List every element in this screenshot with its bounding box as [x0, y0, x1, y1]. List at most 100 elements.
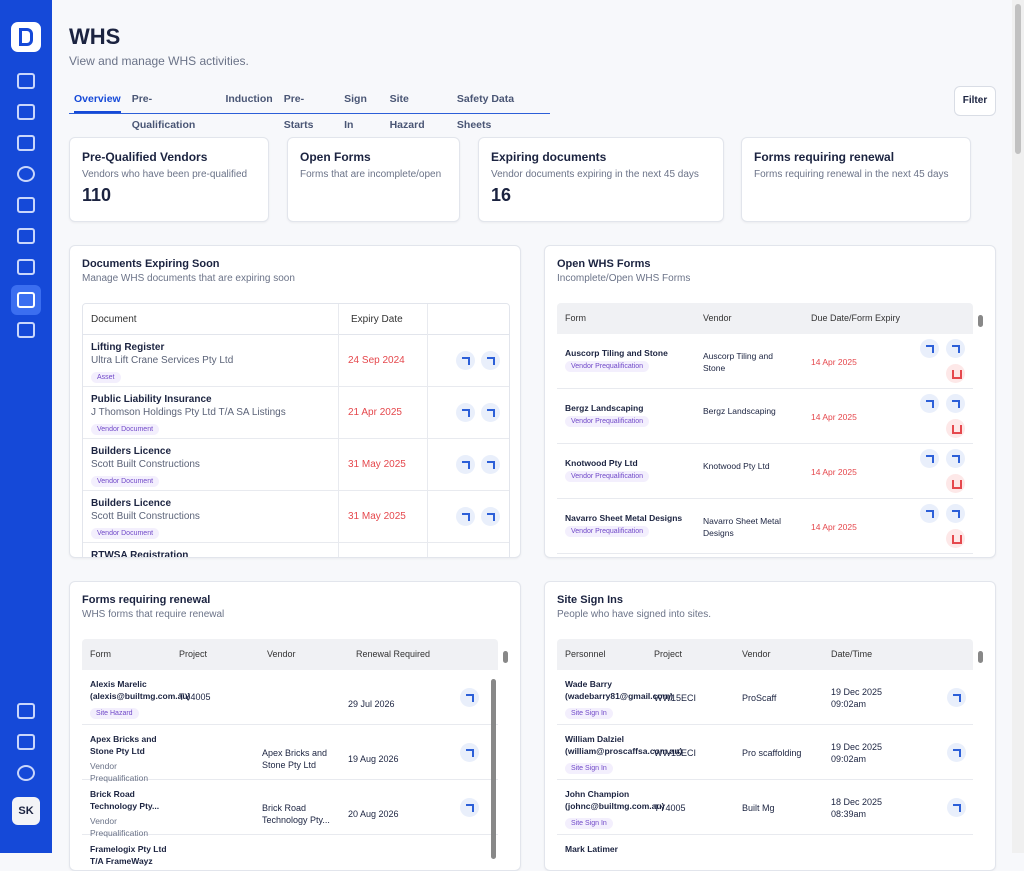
delete-button[interactable]: [946, 364, 965, 383]
table-header: Document Expiry Date: [83, 304, 509, 335]
panel-title: Forms requiring renewal: [82, 594, 211, 606]
help[interactable]: [17, 734, 35, 750]
action-button[interactable]: [920, 339, 939, 358]
action-button[interactable]: [456, 507, 475, 526]
table-row: Builders Licence Scott Built Construction…: [83, 439, 509, 491]
column-header: Vendor: [742, 649, 771, 659]
cell: Public Liability Insurance J Thomson Hold…: [91, 394, 286, 436]
scrollbar[interactable]: [978, 315, 983, 327]
action-button[interactable]: [946, 339, 965, 358]
stat-title: Open Forms: [300, 150, 371, 164]
nav-icon[interactable]: [17, 259, 35, 275]
action-button[interactable]: [946, 504, 965, 523]
tab[interactable]: Overview: [74, 86, 121, 113]
nav-icon[interactable]: [17, 73, 35, 89]
expiry-date: 21 Apr 2025: [348, 407, 402, 418]
tab[interactable]: Safety Data Sheets: [456, 93, 515, 131]
tag: Site Sign In: [565, 763, 613, 774]
nav-icon[interactable]: [17, 197, 35, 213]
cell: Alexis Marelic (alexis@builtmg.com.au) Si…: [90, 678, 190, 720]
panel-subtitle: Incomplete/Open WHS Forms: [557, 273, 691, 284]
settings[interactable]: [17, 765, 35, 781]
action-button[interactable]: [920, 449, 939, 468]
tab[interactable]: Pre-Starts: [283, 93, 314, 131]
vendor: Scott Built Constructions: [91, 459, 200, 470]
scrollbar[interactable]: [1012, 0, 1024, 853]
delete-button[interactable]: [946, 419, 965, 438]
form-name: Knotwood Pty Ltd: [565, 458, 638, 468]
cell: Builders Licence Scott Built Construction…: [91, 498, 200, 540]
expiry-date: 31 May 2025: [348, 511, 406, 522]
cell: Apex Bricks and Stone Pty Ltd Vendor Preq…: [90, 733, 170, 786]
action-button[interactable]: [456, 403, 475, 422]
tag: Site Sign In: [565, 708, 613, 719]
action-button[interactable]: [460, 743, 479, 762]
panel: Documents Expiring Soon Manage WHS docume…: [69, 245, 521, 558]
action-button[interactable]: [947, 798, 966, 817]
stat-title: Pre-Qualified Vendors: [82, 150, 208, 164]
action-button[interactable]: [460, 688, 479, 707]
action-button[interactable]: [920, 394, 939, 413]
tabs: Overview Pre-Qualification Induction Pre-St…: [69, 86, 550, 131]
renewal-date: 29 Jul 2026: [348, 699, 395, 709]
table-row: Builders Licence Scott Built Construction…: [83, 491, 509, 543]
stat-card: Open Forms Forms that are incomplete/open: [287, 137, 460, 222]
nav-icon[interactable]: [17, 322, 35, 338]
cell: Builders Licence Scott Built Construction…: [91, 446, 200, 488]
panel-title: Open WHS Forms: [557, 258, 651, 270]
table-row: Wade Barry (wadebarry81@gmail.com) Site S…: [557, 670, 973, 725]
document-name: RTWSA Registration: [91, 550, 189, 558]
action-button[interactable]: [481, 455, 500, 474]
nav-icon[interactable]: [17, 135, 35, 151]
action-button[interactable]: [947, 743, 966, 762]
stat-title: Expiring documents: [491, 150, 607, 164]
tag: Vendor Prequalification: [565, 416, 649, 427]
cell: Brick Road Technology Pty... Vendor Prequ…: [90, 788, 170, 841]
date-time: 18 Dec 2025 08:39am: [831, 797, 883, 819]
action-button[interactable]: [481, 351, 500, 370]
table-row: Framelogix Pty Ltd T/A FrameWayz: [82, 835, 498, 869]
filter-button[interactable]: Filter: [954, 86, 996, 116]
logo[interactable]: [11, 22, 41, 52]
date-time: 19 Dec 2025 09:02am: [831, 687, 883, 709]
nav-icon[interactable]: [17, 104, 35, 120]
nav-active[interactable]: [11, 285, 41, 315]
tag: Site Sign In: [565, 818, 613, 829]
action-button[interactable]: [946, 394, 965, 413]
action-button[interactable]: [481, 403, 500, 422]
tab[interactable]: Pre-Qualification: [131, 93, 196, 131]
renewal-date: 20 Aug 2026: [348, 809, 399, 819]
column-header: Project: [654, 649, 683, 659]
cell: John Champion (johnc@builtmg.com.au) Site…: [565, 788, 675, 830]
action-button[interactable]: [460, 798, 479, 817]
tab[interactable]: Site Hazard: [389, 93, 425, 131]
vendor: Scott Built Constructions: [91, 511, 200, 522]
action-button[interactable]: [481, 507, 500, 526]
avatar[interactable]: SK: [12, 797, 40, 825]
action-button[interactable]: [947, 688, 966, 707]
scrollbar[interactable]: [978, 651, 983, 663]
delete-button[interactable]: [946, 474, 965, 493]
action-button[interactable]: [456, 351, 475, 370]
panel-title: Documents Expiring Soon: [82, 258, 220, 270]
scrollbar[interactable]: [503, 651, 508, 663]
delete-button[interactable]: [946, 529, 965, 548]
scrollbar[interactable]: [491, 679, 496, 859]
nav-icon[interactable]: [17, 228, 35, 244]
table-row: Mark Latimer: [557, 835, 973, 869]
table-row: Apex Bricks and Stone Pty Ltd Vendor Preq…: [82, 725, 498, 783]
tab[interactable]: Sign In: [344, 93, 367, 131]
form-name: Bergz Landscaping: [565, 403, 644, 413]
due-date: 14 Apr 2025: [811, 467, 857, 477]
action-button[interactable]: [920, 504, 939, 523]
notifications[interactable]: [17, 703, 35, 719]
action-button[interactable]: [946, 449, 965, 468]
nav-icon[interactable]: [17, 166, 35, 182]
person: John Champion (johnc@builtmg.com.au): [565, 789, 665, 811]
action-button[interactable]: [456, 455, 475, 474]
cell: Mark Latimer: [565, 843, 675, 855]
column-header: Personnel: [565, 649, 606, 659]
tag: Site Hazard: [90, 708, 139, 719]
tab[interactable]: Induction: [225, 93, 273, 105]
form-name: Brick Road Technology Pty...: [90, 789, 160, 811]
